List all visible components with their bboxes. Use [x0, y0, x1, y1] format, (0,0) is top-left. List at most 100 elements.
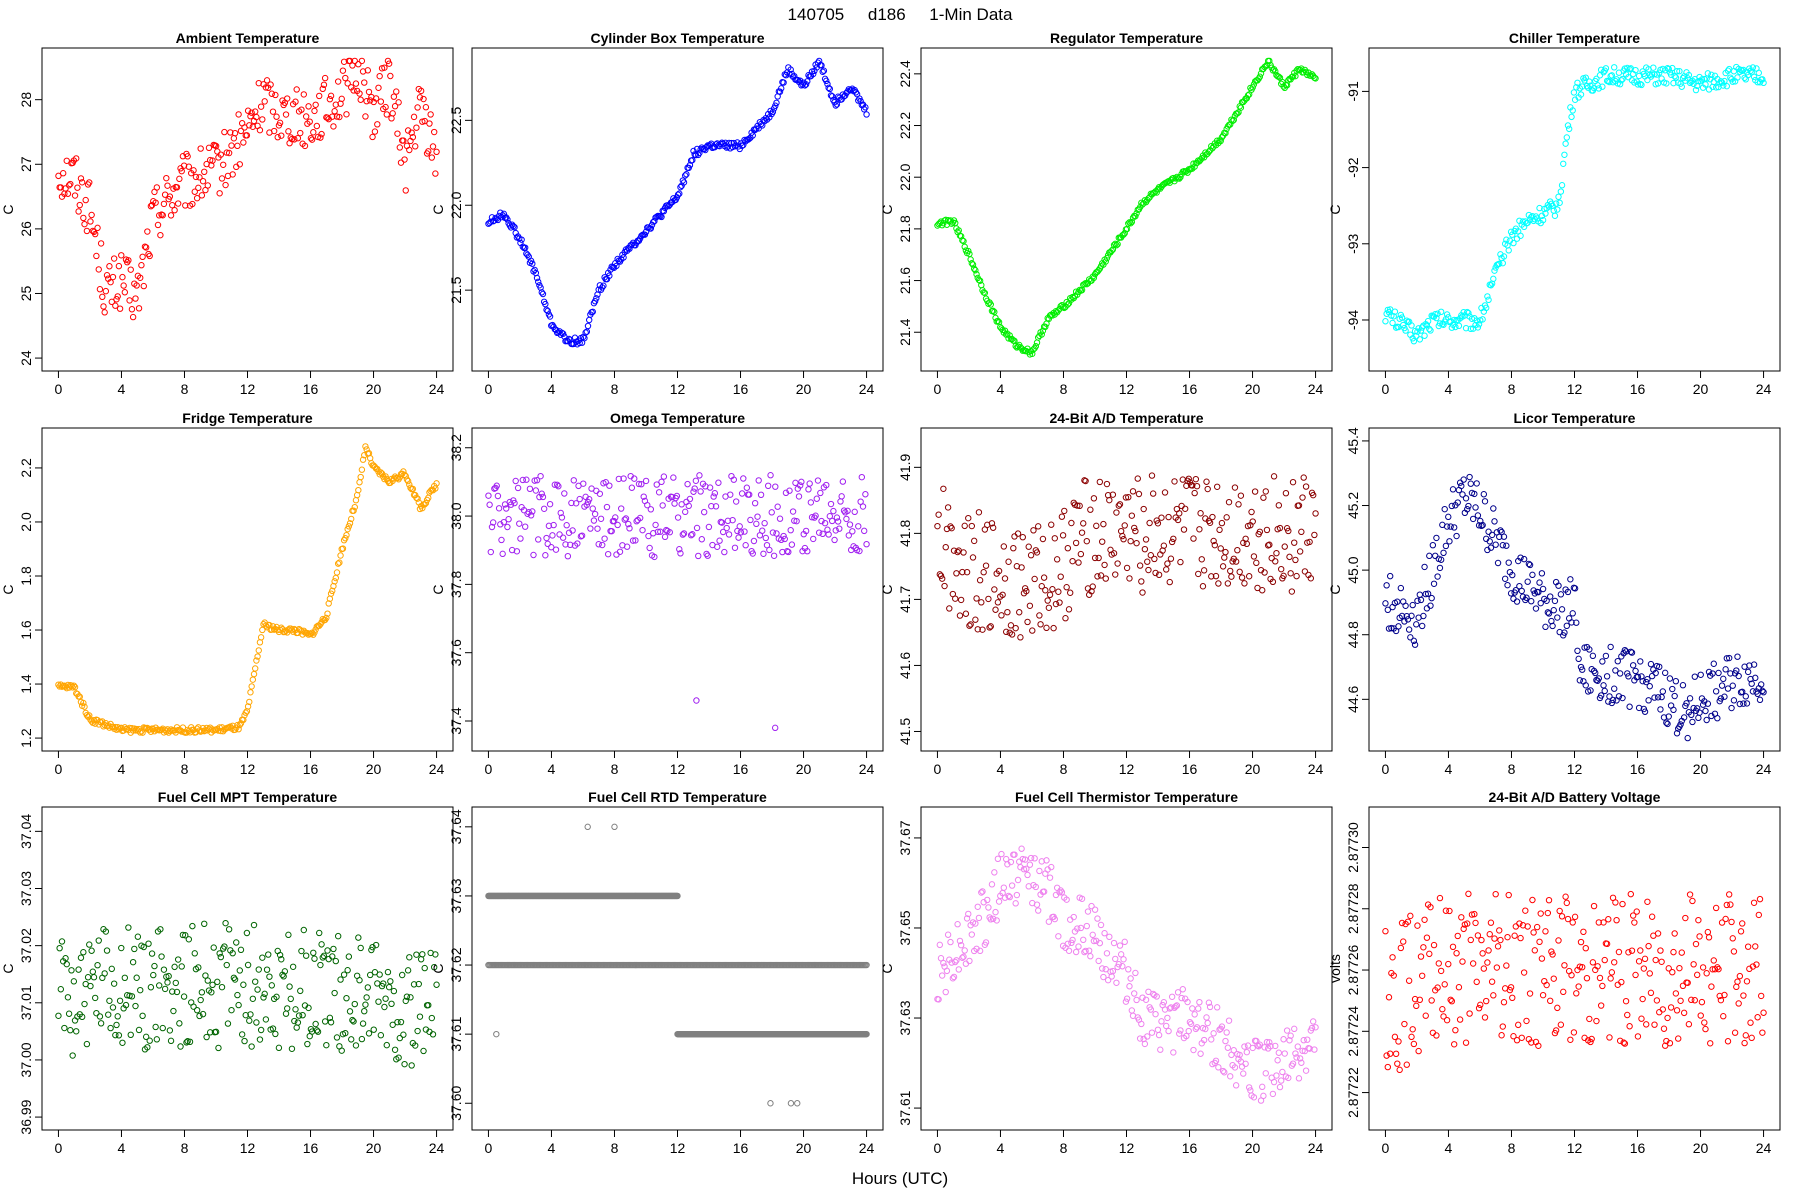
data-point: [350, 1018, 357, 1025]
data-point: [584, 823, 591, 831]
data-point: [1272, 1042, 1279, 1050]
data-point: [355, 486, 362, 494]
data-point: [362, 1001, 369, 1008]
data-point: [1198, 556, 1205, 563]
data-point: [1637, 658, 1644, 665]
data-point: [244, 703, 252, 710]
data-point: [1413, 332, 1420, 340]
data-point: [216, 950, 223, 957]
data-point: [337, 552, 344, 559]
data-point: [641, 231, 649, 238]
data-point: [1018, 564, 1025, 571]
data-point: [1287, 570, 1294, 577]
data-point: [287, 134, 294, 141]
data-point: [359, 456, 367, 463]
data-point: [1416, 591, 1424, 598]
data-point: [988, 881, 996, 888]
y-tick-label: 25: [18, 285, 34, 301]
data-point: [1710, 660, 1717, 667]
data-point: [1001, 575, 1009, 582]
data-point: [505, 516, 512, 523]
data-point: [1006, 893, 1013, 901]
data-point: [252, 978, 259, 985]
data-point: [1611, 64, 1618, 71]
data-point: [660, 207, 668, 215]
data-point: [388, 1000, 395, 1008]
data-point: [772, 483, 779, 490]
data-point: [1397, 584, 1405, 592]
data-point: [268, 626, 275, 633]
data-point: [1128, 1007, 1136, 1014]
data-point: [1021, 585, 1029, 592]
y-tick-label: 37.02: [18, 928, 34, 963]
data-point: [1010, 544, 1017, 552]
data-point: [1595, 85, 1602, 92]
data-point: [301, 142, 309, 150]
series-points: [485, 823, 870, 1107]
data-point: [1513, 235, 1521, 242]
data-point: [1733, 983, 1740, 991]
data-point: [380, 980, 387, 987]
data-point: [1394, 1060, 1401, 1067]
data-point: [555, 483, 562, 490]
data-point: [313, 122, 321, 130]
data-point: [1128, 218, 1136, 226]
data-point: [1120, 231, 1127, 238]
data-point: [1568, 619, 1575, 626]
data-point: [1268, 554, 1275, 562]
data-point: [858, 473, 866, 481]
data-point: [1402, 602, 1409, 609]
data-point: [246, 122, 253, 129]
data-point: [514, 484, 522, 492]
data-point: [792, 479, 799, 487]
data-point: [940, 959, 947, 967]
data-point: [1088, 588, 1095, 595]
data-point: [338, 95, 345, 103]
data-point: [1219, 1067, 1227, 1075]
data-point: [759, 527, 766, 534]
data-point: [332, 101, 340, 108]
data-point: [712, 503, 720, 510]
x-tick-label: 20: [796, 381, 812, 397]
data-point: [209, 726, 216, 733]
data-point: [527, 512, 535, 519]
data-point: [274, 134, 281, 141]
data-point: [205, 144, 213, 152]
data-point: [1615, 948, 1623, 956]
data-point: [356, 479, 363, 486]
data-point: [1465, 502, 1472, 510]
data-point: [234, 991, 241, 999]
x-tick-label: 16: [733, 761, 749, 777]
data-point: [1133, 539, 1140, 547]
data-point: [186, 1038, 194, 1046]
data-point: [1422, 590, 1429, 598]
data-point: [1177, 1027, 1184, 1034]
data-point: [190, 167, 197, 174]
data-point: [1016, 609, 1023, 616]
data-point: [1507, 590, 1515, 597]
data-point: [1592, 669, 1599, 677]
data-point: [1274, 1057, 1281, 1064]
data-point: [1075, 943, 1082, 950]
x-tick-label: 8: [1060, 1140, 1068, 1156]
data-point: [1295, 502, 1303, 509]
data-point: [1416, 996, 1424, 1004]
series-points: [55, 57, 440, 321]
data-point: [1432, 311, 1439, 318]
data-point: [374, 121, 381, 128]
data-point: [1544, 609, 1552, 616]
data-point: [1443, 311, 1451, 318]
data-point: [247, 1011, 254, 1018]
data-point: [1487, 282, 1495, 289]
data-point: [493, 1030, 500, 1038]
data-point: [115, 262, 123, 270]
data-point: [1153, 189, 1160, 196]
y-tick-label: 27: [18, 156, 34, 172]
data-point: [197, 996, 204, 1004]
data-point: [1449, 943, 1457, 951]
data-point: [1263, 1038, 1271, 1046]
data-point: [1574, 647, 1581, 655]
data-point: [273, 113, 280, 120]
data-point: [1312, 1024, 1319, 1031]
